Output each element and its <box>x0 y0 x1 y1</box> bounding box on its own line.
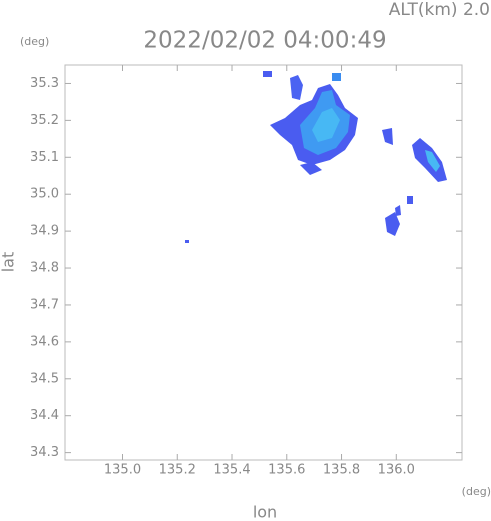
echo <box>332 73 341 81</box>
echo <box>407 196 413 204</box>
y-tick-label: 35.0 <box>30 187 59 202</box>
y-unit: (deg) <box>20 35 49 48</box>
echo <box>300 162 322 175</box>
echo <box>263 71 272 77</box>
x-unit: (deg) <box>462 485 491 498</box>
echo <box>382 128 393 145</box>
y-tick-label: 34.7 <box>30 297 59 312</box>
plot-frame <box>64 64 463 461</box>
x-axis-label: lon <box>253 503 277 521</box>
echo <box>385 212 400 236</box>
y-tick-label: 34.4 <box>30 408 59 423</box>
y-tick-label: 35.1 <box>30 150 59 165</box>
y-tick-label: 35.3 <box>30 76 59 91</box>
echo <box>290 75 303 100</box>
y-tick-label: 34.5 <box>30 371 59 386</box>
x-tick-label: 136.0 <box>378 463 415 478</box>
y-tick-label: 34.6 <box>30 334 59 349</box>
y-tick-label: 34.8 <box>30 261 59 276</box>
radar-echoes <box>185 71 447 243</box>
echo <box>185 240 189 243</box>
y-tick-label: 35.2 <box>30 113 59 128</box>
x-tick-label: 135.8 <box>323 463 360 478</box>
echo <box>312 108 340 142</box>
chart-title: 2022/02/02 04:00:49 <box>143 28 386 54</box>
x-tick-label: 135.6 <box>268 463 305 478</box>
y-axis-label: lat <box>0 252 18 273</box>
x-tick-label: 135.2 <box>159 463 196 478</box>
x-tick-label: 135.0 <box>104 463 141 478</box>
echo <box>425 150 440 172</box>
y-tick-label: 34.3 <box>30 445 59 460</box>
x-tick-label: 135.4 <box>213 463 250 478</box>
y-tick-label: 34.9 <box>30 224 59 239</box>
echo <box>395 205 401 216</box>
altitude-label: ALT(km) 2.0 <box>389 0 490 20</box>
